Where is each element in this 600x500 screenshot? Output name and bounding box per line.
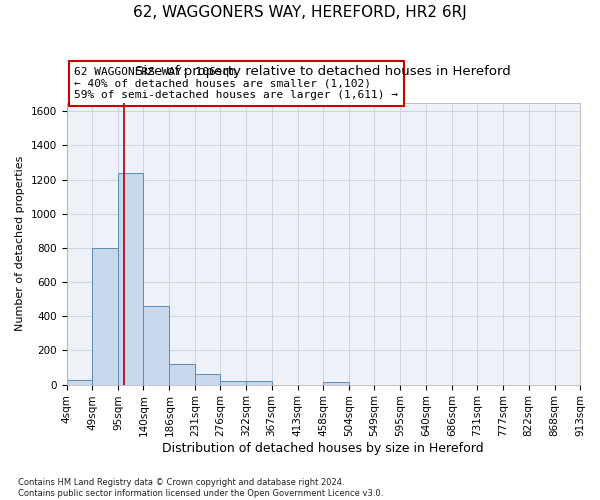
Bar (92, 248, 118, 384)
Text: Contains HM Land Registry data © Crown copyright and database right 2024.
Contai: Contains HM Land Registry data © Crown c… (18, 478, 383, 498)
Bar (143, 306, 169, 384)
Y-axis label: Number of detached properties: Number of detached properties (15, 156, 25, 332)
Title: Size of property relative to detached houses in Hereford: Size of property relative to detached ho… (136, 65, 511, 78)
Text: 62, WAGGONERS WAY, HEREFORD, HR2 6RJ: 62, WAGGONERS WAY, HEREFORD, HR2 6RJ (133, 5, 467, 20)
Bar (323, 382, 349, 384)
Text: 62 WAGGONERS WAY: 106sqm
← 40% of detached houses are smaller (1,102)
59% of sem: 62 WAGGONERS WAY: 106sqm ← 40% of detach… (74, 67, 398, 100)
Bar (118, 173, 143, 384)
Bar (246, 381, 272, 384)
Bar (67, 380, 92, 384)
Bar (169, 364, 195, 384)
X-axis label: Distribution of detached houses by size in Hereford: Distribution of detached houses by size … (163, 442, 484, 455)
Bar (195, 374, 220, 384)
Bar (220, 381, 246, 384)
